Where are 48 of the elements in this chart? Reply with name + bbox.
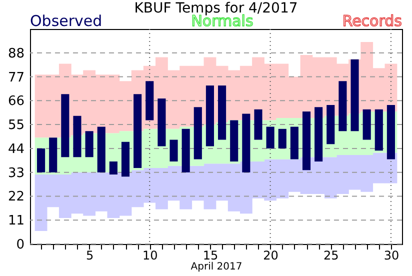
y-tick-label: 22 (8, 190, 24, 205)
bar (278, 128, 286, 148)
y-tick-label: 55 (8, 118, 24, 134)
y-tick-label: 77 (8, 70, 24, 86)
bar (326, 105, 335, 144)
x-axis-title: April 2017 (190, 262, 242, 272)
bar (374, 109, 383, 151)
y-tick-label: 33 (8, 166, 24, 181)
bar (206, 85, 214, 146)
bar (350, 59, 359, 132)
series-label: Records (342, 11, 402, 31)
x-tick-label: 30 (384, 248, 400, 262)
bar (134, 94, 142, 168)
bar (314, 107, 323, 162)
y-tick-label: 44 (8, 142, 24, 157)
bar (242, 114, 250, 172)
x-tick-label: 25 (323, 248, 339, 262)
bar (194, 107, 202, 160)
bar (182, 128, 190, 172)
y-tick-label: 0 (16, 238, 24, 252)
y-tick-label: 66 (8, 94, 24, 110)
bar (61, 94, 70, 158)
x-tick-label: 5 (86, 248, 94, 262)
bar (97, 126, 106, 172)
bar (218, 85, 226, 140)
bar (37, 148, 46, 172)
y-tick-label: 88 (8, 46, 24, 62)
x-tick-label: 10 (142, 248, 158, 262)
bar (302, 112, 311, 170)
bar (85, 131, 94, 158)
bar (146, 81, 154, 120)
bar (254, 109, 262, 140)
bar (121, 142, 130, 177)
bar (362, 109, 371, 140)
bar (290, 126, 298, 160)
bar (266, 126, 274, 148)
bar (230, 120, 238, 162)
x-tick-label: 15 (202, 248, 218, 262)
bar (109, 161, 118, 175)
bar (158, 98, 166, 146)
bar (338, 81, 347, 132)
bar (73, 116, 82, 158)
y-tick-label: 11 (8, 214, 24, 229)
x-tick-label: 20 (263, 248, 278, 262)
bar (49, 138, 58, 172)
bar (170, 140, 178, 162)
bar (386, 105, 395, 160)
text: Observed (30, 11, 102, 31)
